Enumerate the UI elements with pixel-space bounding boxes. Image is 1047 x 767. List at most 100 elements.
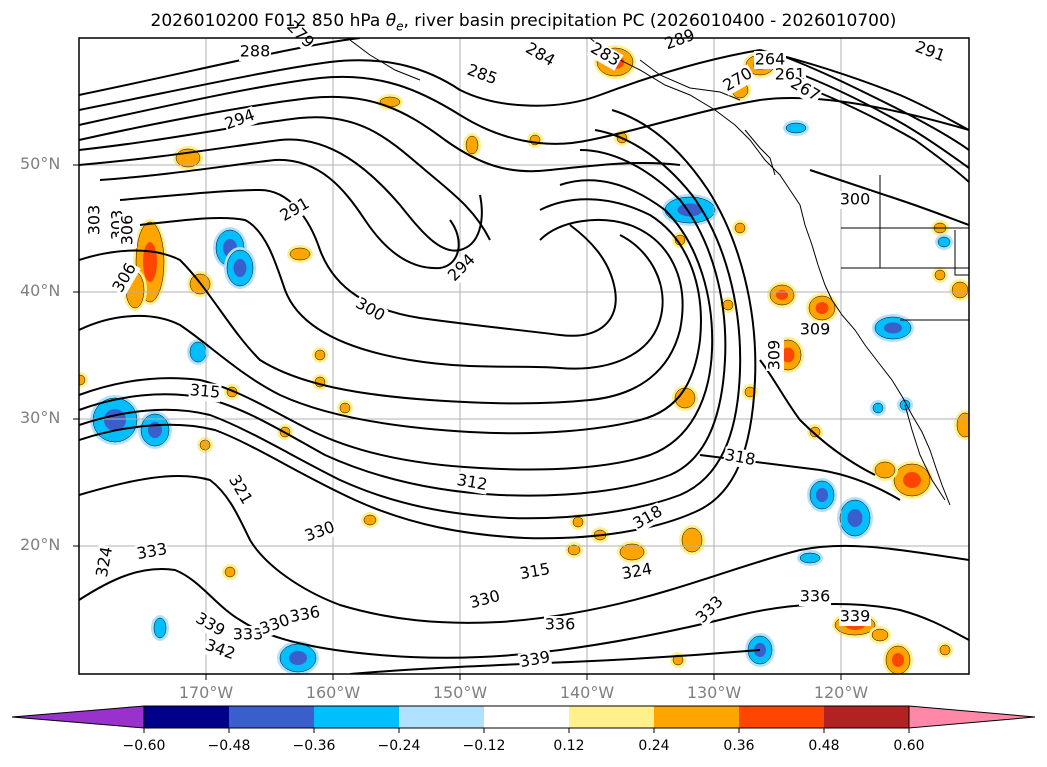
precip-fill	[785, 122, 807, 134]
contour-line	[139, 216, 664, 370]
contour-label-bg	[224, 471, 256, 509]
lon-label-130w: 130°W	[686, 683, 742, 702]
precip-fill	[572, 516, 584, 528]
precip-fill-core	[781, 347, 795, 363]
contour-label-bg	[722, 446, 758, 470]
contour-label-bg	[586, 39, 624, 71]
colorbar-over-arrow	[908, 705, 1036, 729]
contour-label: 309	[765, 340, 784, 371]
precip-fill	[934, 269, 946, 281]
precip-fill-core	[847, 509, 863, 527]
contour-label-bg	[521, 39, 559, 71]
contour-line	[79, 129, 742, 520]
contour-label: 336	[800, 587, 831, 606]
colorbar-segment	[484, 706, 569, 728]
contour-line	[799, 84, 969, 183]
precip-fill	[874, 461, 896, 479]
lon-label-170w: 170°W	[178, 683, 234, 702]
contour-label-bg	[287, 603, 323, 627]
precip-fill	[619, 543, 645, 561]
precip-fill	[224, 566, 236, 578]
contour-label-bg	[467, 587, 503, 613]
baja-california	[904, 404, 946, 501]
precip-fill	[189, 341, 207, 363]
colorbar-tick-label: 0.24	[638, 738, 670, 754]
lon-label-150w: 150°W	[432, 683, 488, 702]
map-title: 2026010200 F012 850 hPa θe, river basin …	[0, 11, 1047, 33]
contour-label-bg	[619, 560, 655, 584]
contour-label-bg	[191, 609, 229, 641]
precip-fill	[153, 617, 167, 639]
contour-line	[79, 95, 681, 173]
colorbar-segment	[314, 706, 399, 728]
precip-fill-core	[892, 653, 904, 667]
contour-line	[79, 219, 684, 405]
lon-label-120w: 120°W	[813, 683, 869, 702]
contour-label-bg	[93, 544, 117, 580]
contour-label-bg	[86, 204, 104, 236]
contour-label: 339	[840, 607, 871, 626]
title-suffix: , river basin precipitation PC (20260104…	[403, 11, 897, 31]
alaska-coast	[639, 59, 741, 101]
contour-label-bg	[282, 17, 318, 53]
colorbar-tick-label: −0.12	[462, 738, 506, 754]
colorbar-segment	[824, 706, 909, 728]
contour-label-bg	[839, 191, 871, 209]
precip-fill	[79, 374, 86, 386]
north-america-coastline	[589, 38, 951, 506]
contour-label-bg	[201, 636, 239, 664]
contour-label-bg	[799, 321, 831, 339]
contour-label-bg	[351, 294, 389, 326]
contour-line	[349, 649, 761, 674]
colorbar-segment	[229, 706, 314, 728]
contour-label-bg	[134, 540, 170, 564]
contour-line	[779, 54, 969, 151]
precip-fill	[681, 527, 703, 553]
contour-label: 333	[233, 625, 264, 644]
precip-fill-core	[104, 409, 126, 431]
contour-line	[99, 158, 460, 270]
title-theta-symbol: θ	[385, 11, 397, 31]
contour-label: 309	[800, 320, 831, 339]
lat-label-50n: 50°N	[20, 154, 61, 173]
contour-line	[79, 568, 969, 659]
precip-fill-core	[815, 302, 829, 314]
contour-line	[759, 49, 969, 131]
colorbar-segment	[144, 706, 229, 728]
precip-fill	[199, 439, 211, 451]
contour-label: 306	[118, 215, 137, 246]
precip-fill	[809, 426, 821, 438]
contour-line	[79, 138, 483, 252]
precip-fill	[339, 402, 351, 414]
lat-label-40n: 40°N	[20, 281, 61, 300]
bc-islands	[744, 129, 776, 176]
colorbar-segment	[654, 706, 739, 728]
contour-line	[79, 149, 727, 497]
lon-label-160w: 160°W	[305, 683, 361, 702]
contour-label-bg	[766, 339, 784, 371]
contour-line	[79, 49, 761, 111]
contour-label: 315	[189, 380, 221, 402]
colorbar-tick-label: −0.48	[207, 738, 251, 754]
contour-label-bg	[911, 38, 949, 66]
precip-fill	[722, 299, 734, 311]
colorbar-segment	[399, 706, 484, 728]
contour-label-bg	[517, 560, 553, 584]
contour-line	[79, 109, 757, 540]
lon-label-140w: 140°W	[559, 683, 615, 702]
colorbar-tick-label: 0.60	[893, 738, 925, 754]
theta-e-contour-layer	[79, 38, 969, 674]
contour-label-bg	[188, 381, 222, 403]
contour-label-bg	[119, 214, 137, 246]
title-prefix: 2026010200 F012 850 hPa	[150, 11, 386, 31]
contour-label-bg	[839, 608, 871, 626]
precip-fill	[672, 654, 684, 666]
contour-label-bg	[754, 51, 786, 69]
precip-fill-core	[816, 488, 828, 502]
precip-fill-core	[903, 472, 921, 488]
contour-line	[759, 359, 876, 476]
contour-label-bg	[232, 626, 264, 644]
map-frame	[73, 37, 970, 680]
colorbar-tick-label: 0.48	[808, 738, 840, 754]
